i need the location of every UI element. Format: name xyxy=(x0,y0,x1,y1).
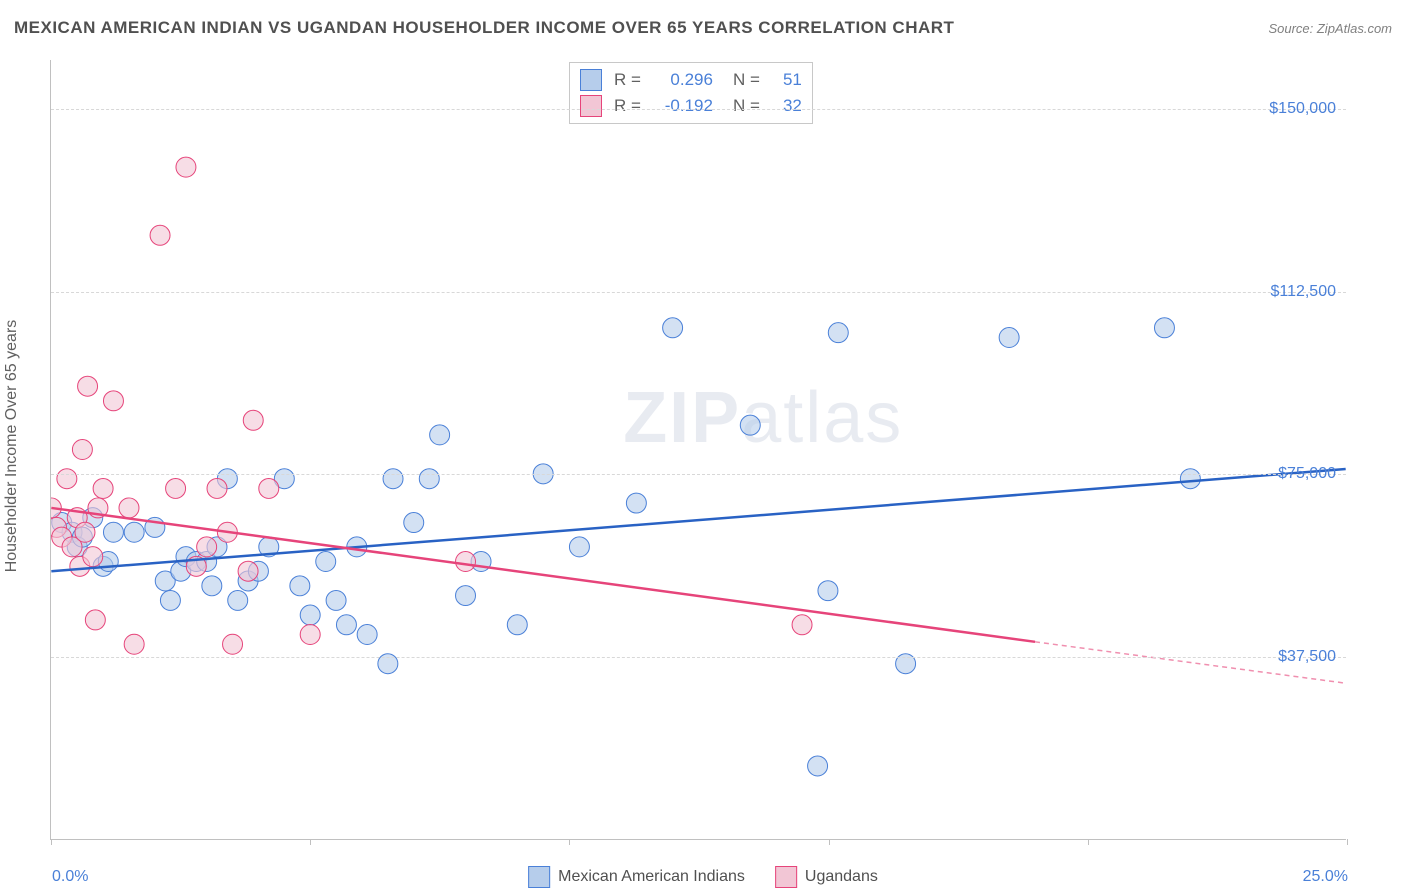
x-tick xyxy=(829,839,830,845)
legend-swatch xyxy=(775,866,797,888)
stat-row: R = -0.192 N = 32 xyxy=(580,93,802,119)
legend-label: Ugandans xyxy=(805,868,878,886)
chart-svg xyxy=(51,60,1346,839)
stat-label: N = xyxy=(733,70,760,90)
stat-n-value: 32 xyxy=(772,96,802,116)
x-tick xyxy=(569,839,570,845)
legend-swatch xyxy=(580,95,602,117)
legend-swatch xyxy=(528,866,550,888)
stat-row: R = 0.296 N = 51 xyxy=(580,67,802,93)
x-tick xyxy=(1347,839,1348,845)
x-axis-min-label: 0.0% xyxy=(52,868,88,886)
x-tick xyxy=(1088,839,1089,845)
stat-label: N = xyxy=(733,96,760,116)
chart-title: MEXICAN AMERICAN INDIAN VS UGANDAN HOUSE… xyxy=(14,18,954,38)
gridline xyxy=(51,657,1346,658)
plot-area: ZIPatlas R = 0.296 N = 51 R = -0.192 N = 32 $37… xyxy=(50,60,1346,840)
legend-label: Mexican American Indians xyxy=(558,868,745,886)
y-axis-label: Householder Income Over 65 years xyxy=(3,320,21,573)
watermark: ZIPatlas xyxy=(623,377,903,459)
stat-r-value: 0.296 xyxy=(653,70,713,90)
y-tick-label: $75,000 xyxy=(1278,465,1336,483)
y-tick-label: $112,500 xyxy=(1270,283,1336,301)
gridline xyxy=(51,109,1346,110)
stat-label: R = xyxy=(614,96,641,116)
x-tick xyxy=(310,839,311,845)
stat-n-value: 51 xyxy=(772,70,802,90)
stat-box: R = 0.296 N = 51 R = -0.192 N = 32 xyxy=(569,62,813,124)
x-axis-max-label: 25.0% xyxy=(1303,868,1348,886)
stat-label: R = xyxy=(614,70,641,90)
legend-item: Mexican American Indians xyxy=(528,866,745,888)
y-tick-label: $150,000 xyxy=(1269,100,1336,118)
legend-item: Ugandans xyxy=(775,866,878,888)
gridline xyxy=(51,292,1346,293)
source-label: Source: ZipAtlas.com xyxy=(1268,21,1392,36)
y-tick-label: $37,500 xyxy=(1278,648,1336,666)
stat-r-value: -0.192 xyxy=(653,96,713,116)
x-tick xyxy=(51,839,52,845)
gridline xyxy=(51,474,1346,475)
legend-swatch xyxy=(580,69,602,91)
bottom-legend: Mexican American Indians Ugandans xyxy=(528,866,878,888)
